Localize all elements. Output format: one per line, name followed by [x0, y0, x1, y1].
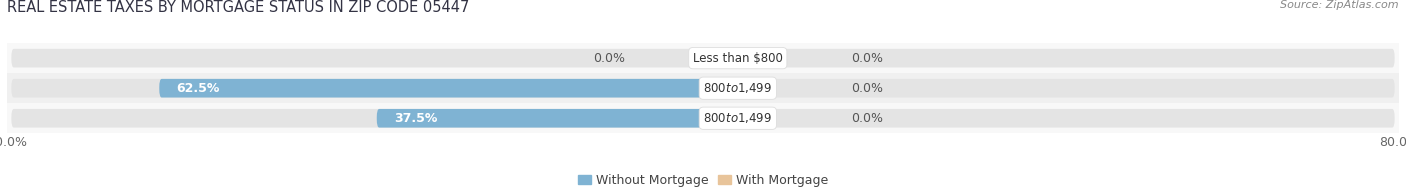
- Text: 0.0%: 0.0%: [851, 82, 883, 95]
- Text: 0.0%: 0.0%: [851, 112, 883, 125]
- FancyBboxPatch shape: [11, 109, 1395, 128]
- Legend: Without Mortgage, With Mortgage: Without Mortgage, With Mortgage: [574, 169, 832, 192]
- Bar: [7, 103, 1399, 133]
- Text: 62.5%: 62.5%: [177, 82, 221, 95]
- FancyBboxPatch shape: [159, 79, 703, 98]
- Text: Source: ZipAtlas.com: Source: ZipAtlas.com: [1281, 0, 1399, 10]
- Text: REAL ESTATE TAXES BY MORTGAGE STATUS IN ZIP CODE 05447: REAL ESTATE TAXES BY MORTGAGE STATUS IN …: [7, 0, 470, 15]
- FancyBboxPatch shape: [703, 79, 773, 98]
- FancyBboxPatch shape: [377, 109, 703, 128]
- FancyBboxPatch shape: [703, 49, 773, 67]
- FancyBboxPatch shape: [11, 49, 1395, 67]
- Bar: [7, 73, 1399, 103]
- FancyBboxPatch shape: [703, 109, 773, 128]
- Text: $800 to $1,499: $800 to $1,499: [703, 81, 772, 95]
- Bar: [7, 43, 1399, 73]
- Text: 37.5%: 37.5%: [394, 112, 437, 125]
- Text: 0.0%: 0.0%: [851, 52, 883, 65]
- Text: $800 to $1,499: $800 to $1,499: [703, 111, 772, 125]
- FancyBboxPatch shape: [11, 79, 1395, 98]
- Text: 0.0%: 0.0%: [593, 52, 624, 65]
- Text: Less than $800: Less than $800: [693, 52, 783, 65]
